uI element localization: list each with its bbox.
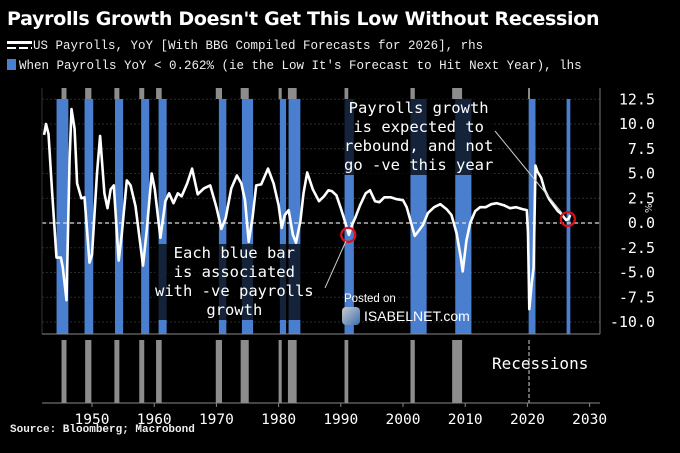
recession-tab xyxy=(139,88,145,99)
annotation-right-line: is expected to xyxy=(353,118,484,136)
legend-item-payrolls: US Payrolls, YoY [With BBG Compiled Fore… xyxy=(7,39,483,53)
payrolls-line xyxy=(42,107,572,311)
recession-tab xyxy=(344,88,349,99)
legend-label-payrolls: US Payrolls, YoY [With BBG Compiled Fore… xyxy=(33,39,484,53)
y-axis-unit: % xyxy=(644,203,655,213)
x-tick-label: 1950 xyxy=(75,412,110,428)
recession-tab xyxy=(61,88,67,99)
x-tick-label: 2000 xyxy=(386,412,421,428)
y-tick-label: -2.5 xyxy=(619,239,655,257)
recession-tab xyxy=(410,88,415,99)
legend-label-threshold: When Payrolls YoY < 0.262% (ie the Low I… xyxy=(19,59,582,73)
recession-tab xyxy=(528,88,531,99)
y-tick-label: 10.0 xyxy=(619,115,655,133)
recession-tab xyxy=(156,88,162,99)
y-tick-label: 7.5 xyxy=(628,140,655,158)
highlight-circles xyxy=(340,210,576,243)
threshold-bar xyxy=(344,99,354,334)
y-tick-label: -7.5 xyxy=(619,288,655,306)
annotation-left: Each blue bar is associated with -ve pay… xyxy=(155,244,314,320)
recession-bar xyxy=(61,340,67,403)
legend-item-threshold: When Payrolls YoY < 0.262% (ie the Low I… xyxy=(7,59,582,73)
recession-tab xyxy=(85,88,92,99)
recession-bar xyxy=(344,340,349,403)
recession-tab xyxy=(215,88,222,99)
watermark-site: ISABELNET.com xyxy=(364,308,470,324)
y-tick-label: 2.5 xyxy=(628,189,655,207)
y-tick-label: -5.0 xyxy=(619,264,655,282)
annotation-arrow-left xyxy=(324,240,347,289)
recession-bar xyxy=(85,340,92,403)
annotation-left-line: is associated xyxy=(173,263,295,281)
x-tick-label: 1970 xyxy=(199,412,234,428)
annotation-right-line: Payrolls growth xyxy=(348,99,489,117)
recession-bar xyxy=(156,340,162,403)
recession-bar xyxy=(278,340,282,403)
y-axis-ticks: 12.5 10.0 7.5 5.0 2.5 0.0 -2.5 -5.0 -7.5 -10.0 xyxy=(610,90,655,331)
highlight-circle xyxy=(340,226,357,243)
recession-bar xyxy=(452,340,463,403)
x-tick-label: 1960 xyxy=(137,412,172,428)
isabelnet-logo-icon xyxy=(342,307,360,325)
source-note: Source: Bloomberg; Macrobond xyxy=(10,424,195,436)
recession-bar xyxy=(114,340,120,403)
recession-bar xyxy=(215,340,222,403)
recession-bar xyxy=(287,340,297,403)
highlight-circle xyxy=(559,210,576,228)
y-tick-label: 12.5 xyxy=(619,90,655,108)
annotation-arrow-right xyxy=(494,130,563,214)
annotation-right: Payrolls growth is expected to rebound, … xyxy=(344,99,494,175)
x-tick-label: 1990 xyxy=(323,412,358,428)
recession-tab xyxy=(240,88,249,99)
watermark-posted: Posted on xyxy=(344,293,396,305)
blue-box-icon xyxy=(7,59,16,70)
recession-bar xyxy=(240,340,249,403)
recession-bar xyxy=(139,340,145,403)
x-tick-label: 1980 xyxy=(261,412,296,428)
recession-tabs xyxy=(61,88,531,99)
threshold-bar xyxy=(56,99,69,334)
chart-title: Payrolls Growth Doesn't Get This Low Wit… xyxy=(7,8,600,30)
recession-bar xyxy=(410,340,415,403)
threshold-bar xyxy=(115,99,124,334)
threshold-bar xyxy=(218,99,227,334)
recession-tab xyxy=(278,88,282,99)
threshold-bar xyxy=(288,99,301,334)
recessions-label: Recessions xyxy=(492,354,589,373)
threshold-bar xyxy=(141,99,150,334)
threshold-bar xyxy=(84,99,94,334)
watermark: Posted on ISABELNET.com xyxy=(342,293,470,325)
threshold-bar xyxy=(528,99,536,334)
annotation-right-line: rebound, and not xyxy=(344,137,494,155)
annotation-left-line: growth xyxy=(206,301,263,319)
recession-bars xyxy=(61,340,530,403)
annotation-left-line: Each blue bar xyxy=(173,244,295,262)
x-tick-label: 2020 xyxy=(510,412,545,428)
recession-tab xyxy=(452,88,463,99)
recession-tab xyxy=(114,88,120,99)
threshold-bar xyxy=(279,99,287,334)
annotation-left-line: with -ve payrolls xyxy=(155,282,314,300)
y-tick-label: 5.0 xyxy=(628,165,655,183)
y-tick-label: 0.0 xyxy=(628,214,655,232)
x-tick-label: 2030 xyxy=(572,412,607,428)
annotation-right-line: go -ve this year xyxy=(344,156,494,174)
x-axis-ticks: 1950 1960 1970 1980 1990 2000 2010 2020 2030 xyxy=(75,403,607,428)
gridlines xyxy=(42,98,600,323)
line-dashed-icon xyxy=(7,41,32,50)
y-tick-label: -10.0 xyxy=(610,313,655,331)
recession-tab xyxy=(287,88,297,99)
x-tick-label: 2010 xyxy=(448,412,483,428)
